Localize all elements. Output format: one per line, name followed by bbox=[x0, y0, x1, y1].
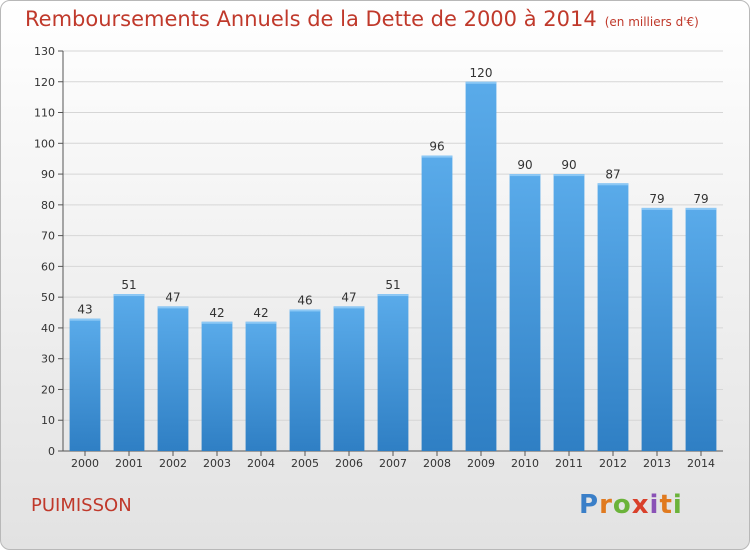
data-label: 90 bbox=[517, 158, 532, 172]
data-label: 90 bbox=[561, 158, 576, 172]
bar-highlight bbox=[553, 174, 585, 177]
bar-highlight bbox=[509, 174, 541, 177]
x-tick-label: 2014 bbox=[687, 457, 715, 470]
x-tick-label: 2005 bbox=[291, 457, 319, 470]
bar-2007 bbox=[377, 294, 409, 451]
data-label: 46 bbox=[297, 293, 312, 307]
data-label: 42 bbox=[253, 306, 268, 320]
bar-2011 bbox=[553, 174, 585, 452]
data-label: 47 bbox=[165, 290, 180, 304]
x-tick-label: 2001 bbox=[115, 457, 143, 470]
proxiti-logo: Proxiti bbox=[579, 490, 683, 520]
bar-highlight bbox=[685, 207, 717, 210]
x-tick-label: 2002 bbox=[159, 457, 187, 470]
data-label: 96 bbox=[429, 140, 444, 154]
y-tick-label: 50 bbox=[41, 291, 55, 304]
data-label: 43 bbox=[77, 303, 92, 317]
bar-highlight bbox=[641, 207, 673, 210]
x-tick-label: 2012 bbox=[599, 457, 627, 470]
bar-2012 bbox=[597, 183, 629, 452]
bar-2004 bbox=[245, 321, 277, 451]
bar-2010 bbox=[509, 174, 541, 452]
bars bbox=[69, 81, 717, 452]
x-tick-label: 2009 bbox=[467, 457, 495, 470]
data-label: 79 bbox=[693, 192, 708, 206]
y-tick-label: 20 bbox=[41, 383, 55, 396]
data-label: 42 bbox=[209, 306, 224, 320]
bar-highlight bbox=[69, 318, 101, 321]
bar-2014 bbox=[685, 207, 717, 451]
chart-title: Remboursements Annuels de la Dette de 20… bbox=[25, 7, 699, 31]
bar-2013 bbox=[641, 207, 673, 451]
bar-highlight bbox=[333, 306, 365, 309]
x-tick-label: 2010 bbox=[511, 457, 539, 470]
data-label: 120 bbox=[470, 66, 493, 80]
x-tick-label: 2003 bbox=[203, 457, 231, 470]
y-tick-label: 60 bbox=[41, 260, 55, 273]
bar-2000 bbox=[69, 318, 101, 451]
bar-highlight bbox=[289, 309, 321, 312]
x-tick-label: 2007 bbox=[379, 457, 407, 470]
y-tick-label: 40 bbox=[41, 322, 55, 335]
y-tick-label: 110 bbox=[34, 107, 55, 120]
y-tick-label: 100 bbox=[34, 137, 55, 150]
y-tick-label: 70 bbox=[41, 230, 55, 243]
x-tick-label: 2013 bbox=[643, 457, 671, 470]
bar-highlight bbox=[421, 155, 453, 158]
data-labels: 43 51 47 42 42 46 47 51 96 120 90 90 87 79 79 bbox=[77, 66, 708, 320]
x-tick-label: 2000 bbox=[71, 457, 99, 470]
bar-highlight bbox=[597, 183, 629, 186]
bar-2008 bbox=[421, 155, 453, 451]
bar-2009 bbox=[465, 81, 497, 452]
data-label: 51 bbox=[385, 278, 400, 292]
y-tick-label: 90 bbox=[41, 168, 55, 181]
chart-title-text: Remboursements Annuels de la Dette de 20… bbox=[25, 7, 597, 31]
y-tick-label: 10 bbox=[41, 414, 55, 427]
bar-2006 bbox=[333, 306, 365, 451]
data-label: 79 bbox=[649, 192, 664, 206]
data-label: 87 bbox=[605, 167, 620, 181]
y-tick-label: 120 bbox=[34, 76, 55, 89]
y-tick-label: 130 bbox=[34, 45, 55, 58]
y-tick-label: 30 bbox=[41, 353, 55, 366]
bar-2001 bbox=[113, 294, 145, 451]
bar-2003 bbox=[201, 321, 233, 451]
bar-highlight bbox=[113, 294, 145, 297]
y-tick-label: 0 bbox=[48, 445, 55, 458]
x-tick-label: 2004 bbox=[247, 457, 275, 470]
bar-highlight bbox=[465, 81, 497, 84]
y-tick-label: 80 bbox=[41, 199, 55, 212]
bar-highlight bbox=[201, 321, 233, 324]
chart-unit: (en milliers d'€) bbox=[604, 15, 699, 29]
data-label: 51 bbox=[121, 278, 136, 292]
bar-highlight bbox=[377, 294, 409, 297]
data-label: 47 bbox=[341, 290, 356, 304]
commune-name: PUIMISSON bbox=[31, 495, 132, 516]
bar-2002 bbox=[157, 306, 189, 451]
bar-2005 bbox=[289, 309, 321, 451]
x-tick-label: 2011 bbox=[555, 457, 583, 470]
x-tick-label: 2008 bbox=[423, 457, 451, 470]
x-tick-label: 2006 bbox=[335, 457, 363, 470]
bar-highlight bbox=[245, 321, 277, 324]
bar-highlight bbox=[157, 306, 189, 309]
